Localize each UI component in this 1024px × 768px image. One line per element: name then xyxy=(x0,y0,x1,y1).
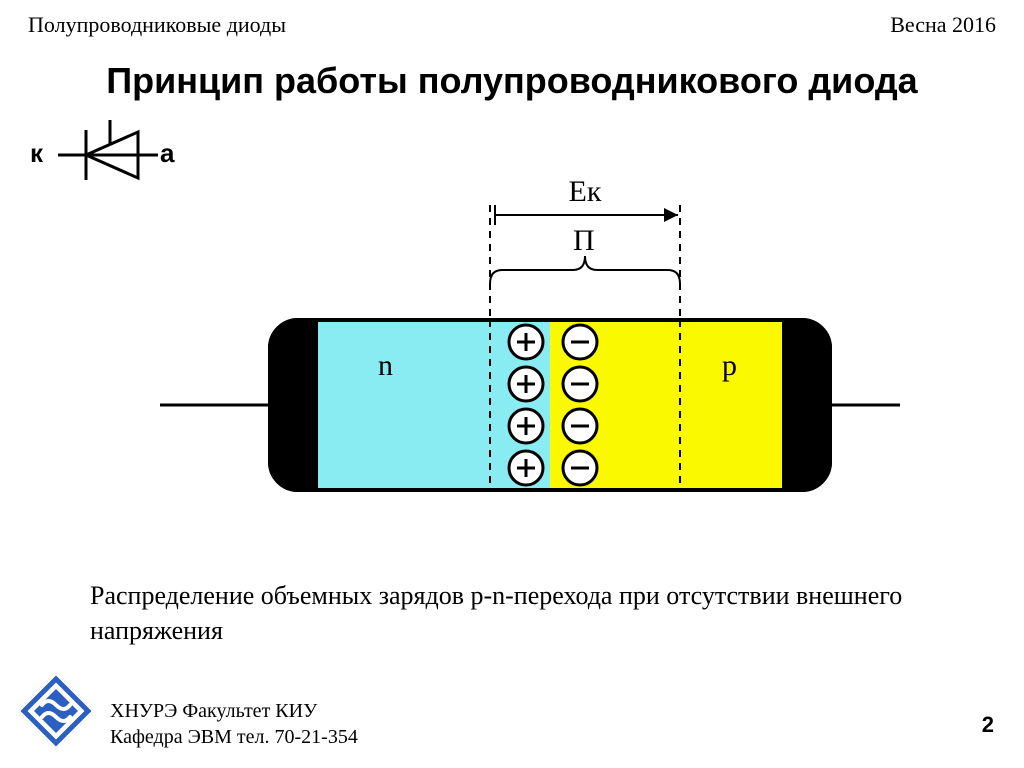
pn-junction-diagram: n p Eк П xyxy=(120,170,900,550)
slide-title: Принцип работы полупроводникового диода xyxy=(0,60,1024,102)
footer-line2: Кафедра ЭВМ тел. 70-21-354 xyxy=(110,724,358,750)
svg-text:n: n xyxy=(378,349,393,382)
page-number: 2 xyxy=(982,712,994,738)
cathode-label: к xyxy=(30,138,43,169)
institution-logo xyxy=(20,675,92,752)
svg-text:p: p xyxy=(722,349,737,382)
header-left: Полупроводниковые диоды xyxy=(28,12,286,38)
footer-text: ХНУРЭ Факультет КИУ Кафедра ЭВМ тел. 70-… xyxy=(110,698,358,750)
anode-label: а xyxy=(160,138,174,169)
diagram-caption: Распределение объемных зарядов p-n-перех… xyxy=(90,578,950,648)
header-right: Весна 2016 xyxy=(890,12,996,38)
logo-svg xyxy=(20,675,92,747)
svg-text:П: П xyxy=(573,224,595,257)
svg-text:Eк: Eк xyxy=(569,175,602,208)
footer-line1: ХНУРЭ Факультет КИУ xyxy=(110,698,358,724)
pn-junction-svg: n p Eк П xyxy=(120,170,900,550)
slide-header: Полупроводниковые диоды Весна 2016 xyxy=(0,0,1024,38)
